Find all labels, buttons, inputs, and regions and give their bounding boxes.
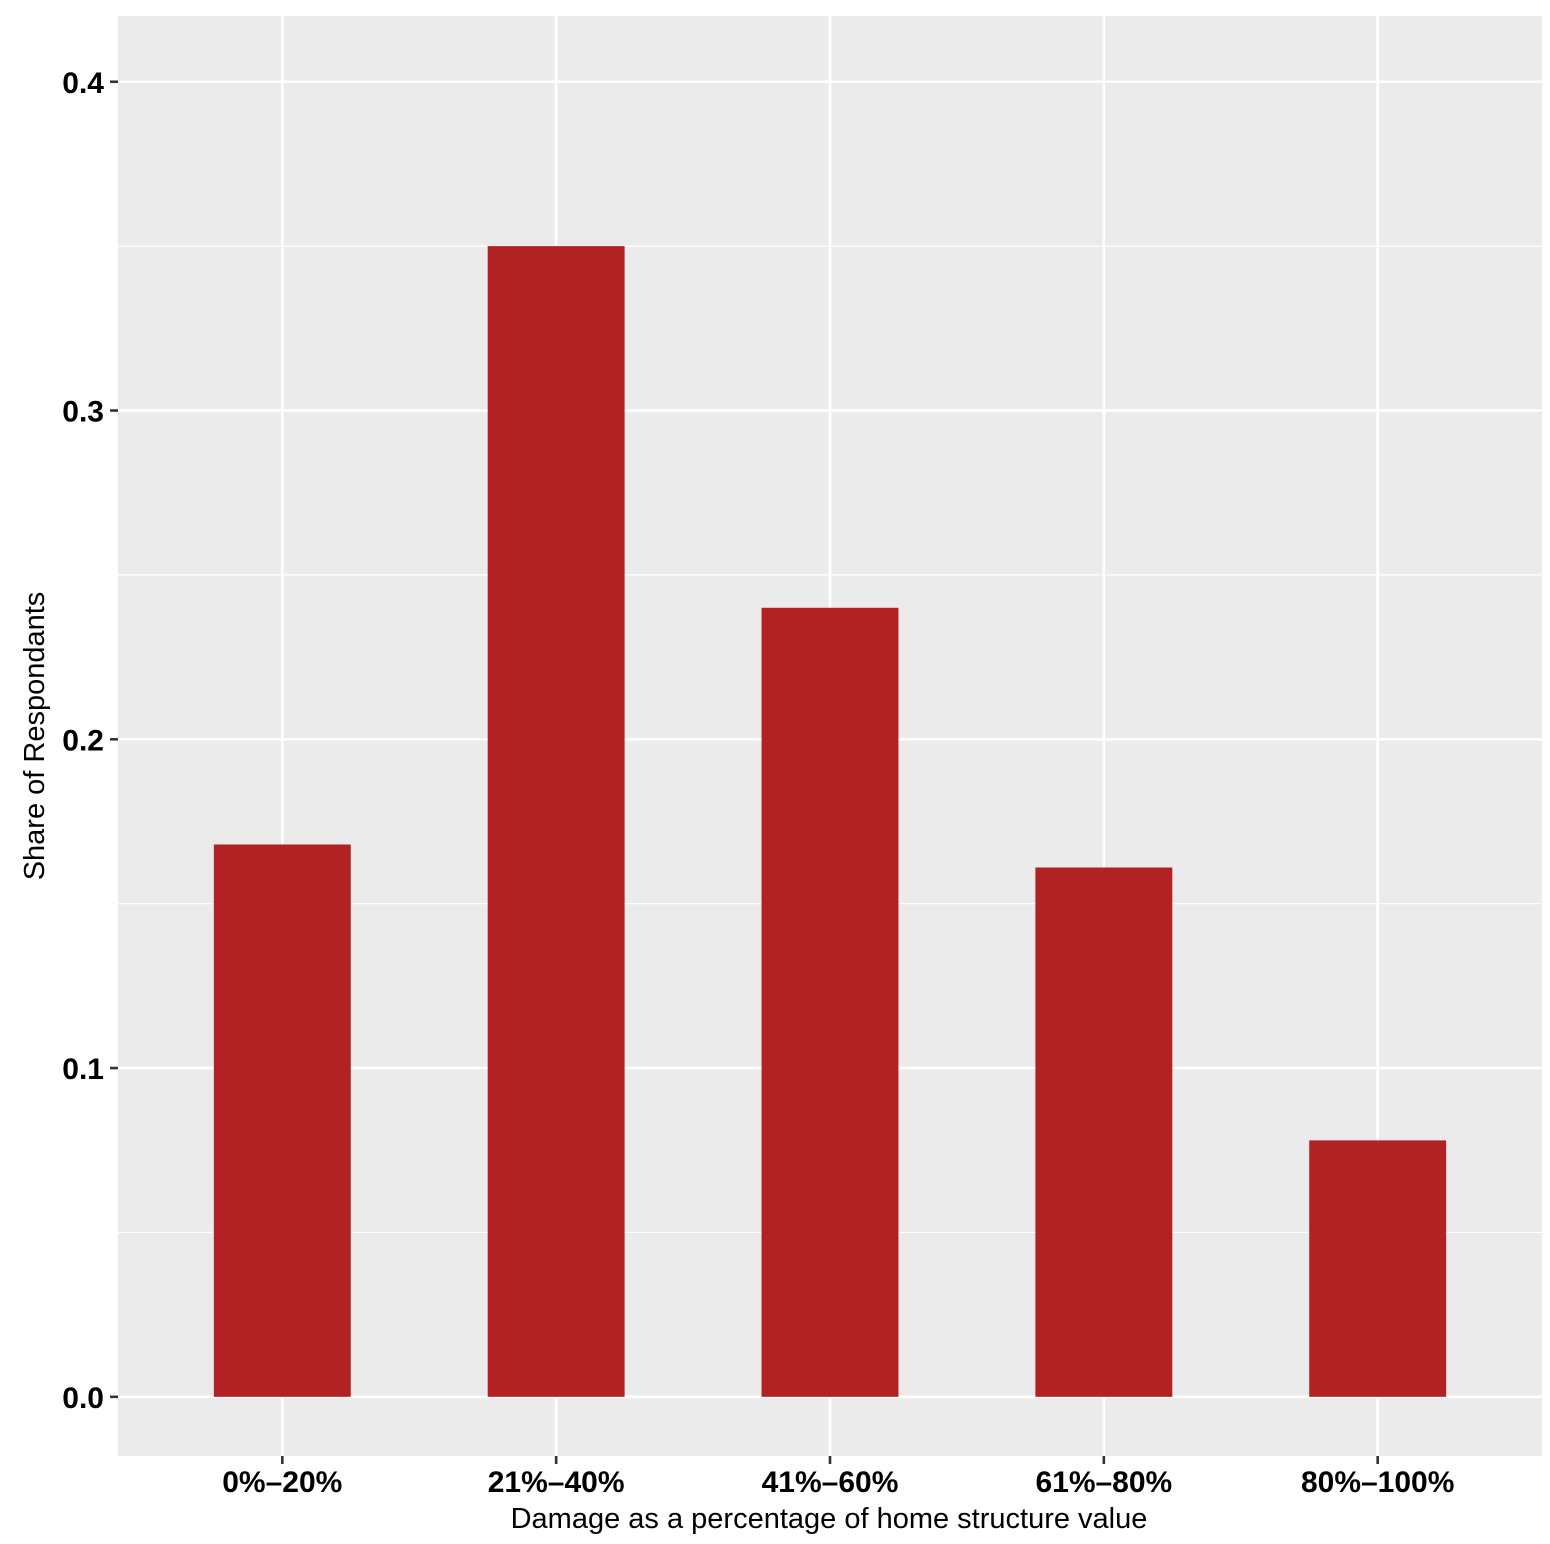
bars xyxy=(213,246,1447,1397)
y-tick-label: 0.2 xyxy=(62,724,104,757)
x-tick-label: 80%–100% xyxy=(1301,1466,1454,1499)
x-axis-title: Damage as a percentage of home structure… xyxy=(511,1503,1148,1535)
x-axis: 0%–20% 21%–40% 41%–60% 61%–80% 80%–100% xyxy=(222,1456,1454,1499)
x-tick-label: 21%–40% xyxy=(488,1466,625,1499)
bar xyxy=(213,844,351,1397)
y-axis: 0.0 0.1 0.2 0.3 0.4 xyxy=(62,67,118,1415)
x-tick-label: 0%–20% xyxy=(222,1466,342,1499)
bar xyxy=(1035,867,1173,1397)
y-tick-label: 0.0 xyxy=(62,1382,104,1415)
bar xyxy=(1309,1140,1447,1397)
x-tick-label: 61%–80% xyxy=(1035,1466,1172,1499)
bar xyxy=(487,246,625,1397)
y-axis-title: Share of Respondants xyxy=(19,592,51,881)
bar xyxy=(761,607,899,1397)
y-tick-label: 0.4 xyxy=(62,67,104,100)
y-tick-label: 0.3 xyxy=(62,396,104,429)
x-tick-label: 41%–60% xyxy=(762,1466,899,1499)
y-tick-label: 0.1 xyxy=(62,1053,104,1086)
